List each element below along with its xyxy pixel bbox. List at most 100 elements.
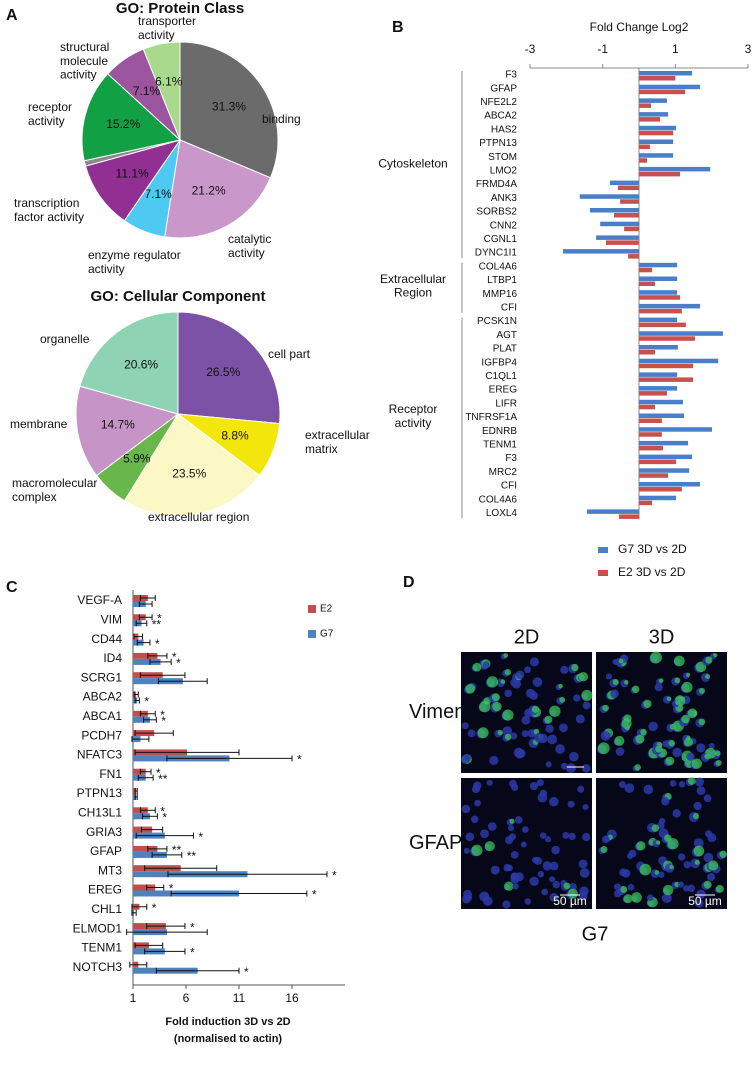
error-bar bbox=[133, 691, 139, 698]
nucleus bbox=[467, 729, 476, 738]
bar bbox=[639, 98, 667, 103]
bar bbox=[639, 281, 655, 286]
nucleus bbox=[511, 783, 519, 792]
stain bbox=[502, 709, 514, 721]
nucleus bbox=[658, 817, 666, 825]
nucleus bbox=[566, 763, 576, 774]
significance: * bbox=[152, 901, 157, 915]
error-bar bbox=[157, 678, 208, 685]
bar bbox=[639, 459, 677, 465]
stain bbox=[674, 677, 681, 684]
error-bar bbox=[134, 730, 174, 737]
stain bbox=[636, 841, 646, 851]
nucleus bbox=[473, 781, 482, 790]
chart-title: GO: Cellular Component bbox=[90, 288, 265, 305]
bar bbox=[639, 166, 711, 172]
nucleus bbox=[549, 876, 556, 883]
nucleus bbox=[465, 832, 475, 842]
bar bbox=[639, 495, 677, 501]
bar bbox=[639, 363, 694, 369]
bar bbox=[639, 171, 681, 177]
stain bbox=[699, 687, 706, 694]
stain bbox=[544, 715, 553, 724]
stain bbox=[681, 714, 690, 724]
bar bbox=[587, 509, 639, 514]
stain bbox=[620, 886, 628, 894]
bar bbox=[639, 350, 655, 355]
error-bar bbox=[142, 813, 158, 820]
y-tick-label: STOM bbox=[488, 152, 517, 163]
nucleus bbox=[487, 822, 497, 831]
nucleus bbox=[510, 872, 519, 881]
bar bbox=[639, 295, 681, 300]
stain bbox=[631, 892, 642, 903]
stain bbox=[650, 651, 662, 664]
nucleus bbox=[613, 889, 622, 898]
nucleus bbox=[562, 832, 570, 839]
stain bbox=[491, 693, 500, 702]
bar bbox=[639, 358, 719, 364]
axis-title: Fold Change Log2 bbox=[590, 20, 689, 34]
stain bbox=[581, 689, 593, 701]
stain bbox=[669, 724, 676, 730]
stain bbox=[477, 727, 489, 739]
y-tick-label: CH13L1 bbox=[78, 805, 122, 819]
nucleus bbox=[579, 886, 589, 896]
stain bbox=[509, 818, 515, 824]
stain bbox=[504, 669, 512, 676]
slice-label: binding bbox=[262, 112, 301, 126]
stain bbox=[497, 729, 504, 736]
stain bbox=[698, 718, 706, 726]
significance: * bbox=[190, 946, 195, 960]
bar bbox=[639, 317, 678, 323]
y-tick-label: CFI bbox=[501, 481, 517, 492]
y-tick-label: CHL1 bbox=[91, 902, 122, 916]
axis-title: (normalised to actin) bbox=[174, 1033, 283, 1045]
bar bbox=[133, 716, 150, 723]
nucleus bbox=[678, 853, 686, 861]
pie-slice bbox=[164, 139, 272, 239]
slice-label: extracellular matrix bbox=[305, 428, 370, 456]
slice-value-label: 8.8% bbox=[221, 428, 249, 442]
bar bbox=[133, 658, 161, 665]
bar bbox=[639, 372, 678, 377]
nucleus bbox=[687, 884, 696, 893]
error-bar bbox=[139, 595, 156, 601]
y-tick-label: LIFR bbox=[495, 398, 517, 409]
nucleus bbox=[678, 781, 686, 788]
stain bbox=[618, 658, 624, 664]
error-bar bbox=[155, 967, 240, 974]
error-bar bbox=[134, 942, 164, 949]
bar bbox=[609, 180, 639, 186]
error-bar bbox=[139, 672, 186, 679]
stain bbox=[686, 672, 691, 677]
y-tick-label: COL4A6 bbox=[479, 494, 518, 505]
nucleus bbox=[541, 888, 549, 896]
stain bbox=[614, 735, 625, 746]
nucleus bbox=[520, 841, 527, 848]
stain bbox=[472, 662, 482, 672]
nucleus bbox=[522, 826, 529, 833]
y-tick-label: VEGF-A bbox=[77, 593, 122, 607]
stain bbox=[640, 728, 647, 736]
nucleus bbox=[529, 782, 539, 791]
nucleus bbox=[464, 754, 471, 762]
error-bar bbox=[134, 697, 140, 704]
legend-swatch bbox=[598, 570, 608, 576]
stain bbox=[471, 844, 483, 857]
nucleus bbox=[610, 689, 619, 698]
error-bar bbox=[138, 614, 153, 621]
nucleus bbox=[703, 852, 714, 863]
bar bbox=[639, 262, 678, 268]
nucleus bbox=[693, 838, 704, 849]
stain bbox=[651, 824, 660, 832]
bar bbox=[639, 267, 653, 273]
nucleus bbox=[618, 781, 626, 788]
nucleus bbox=[705, 830, 713, 838]
nucleus bbox=[569, 883, 577, 891]
nucleus bbox=[537, 870, 545, 878]
nucleus bbox=[683, 861, 692, 869]
bar bbox=[133, 788, 137, 794]
significance: * bbox=[144, 695, 149, 709]
